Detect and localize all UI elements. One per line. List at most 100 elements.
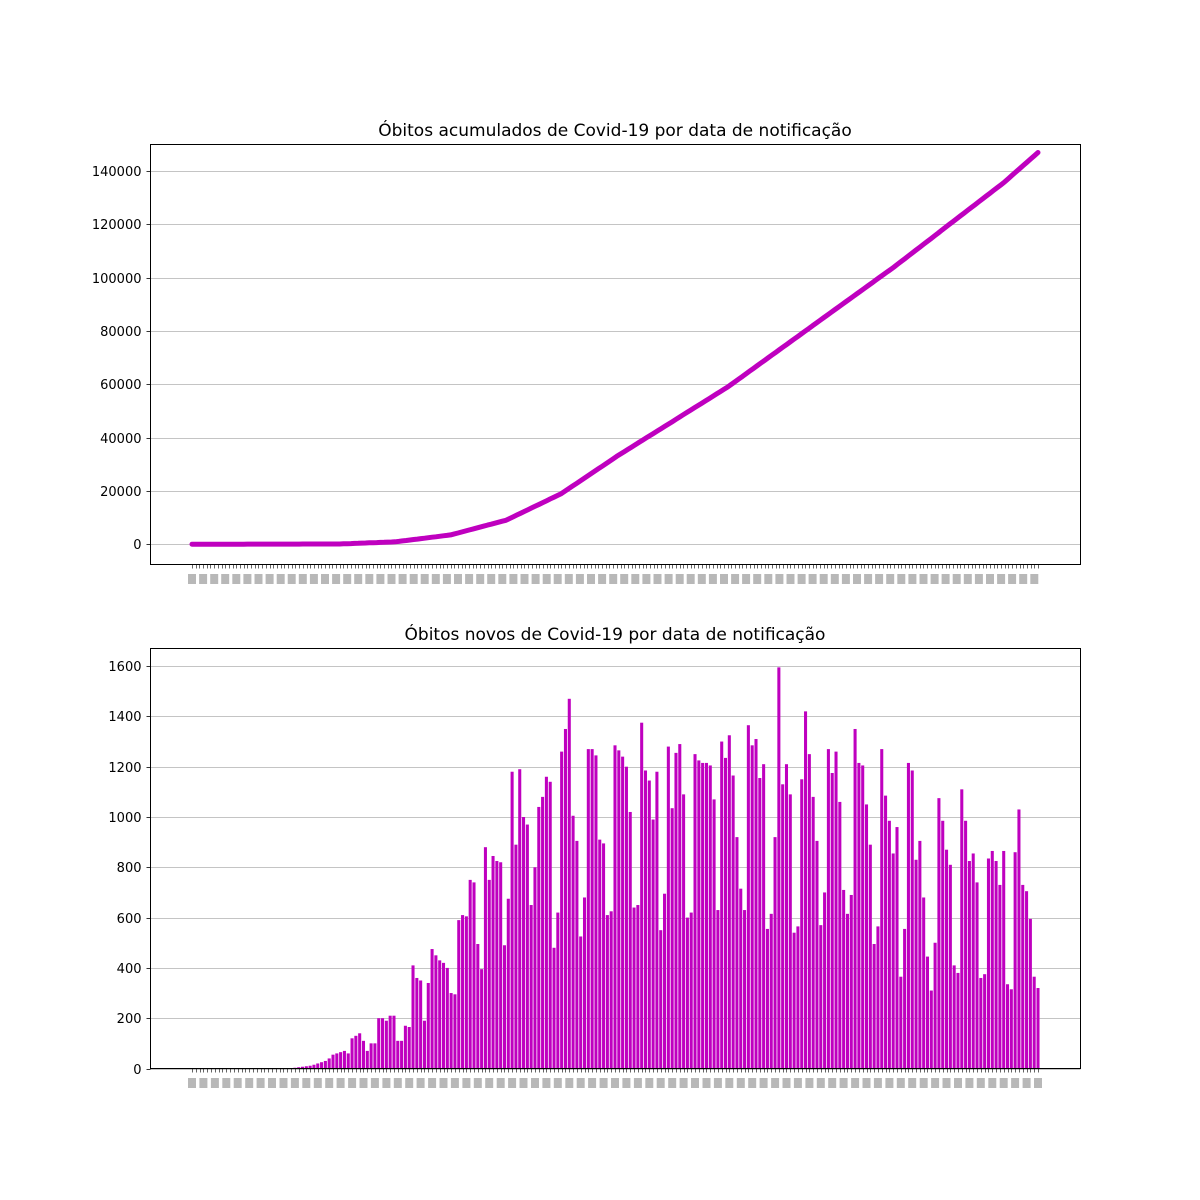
bar-211 (994, 861, 998, 1069)
x-tick-label-mark (976, 1078, 985, 1088)
bar-145 (743, 910, 747, 1069)
bar-194 (929, 990, 933, 1069)
x-tick-label-mark (885, 1078, 894, 1088)
x-tick-label-mark (565, 1078, 574, 1088)
x-tick-label-mark (243, 574, 252, 584)
x-tick-label-mark (702, 1078, 711, 1088)
x-tick-label-mark (210, 574, 219, 584)
x-tick-label-mark (686, 574, 695, 584)
bar-102 (579, 936, 583, 1069)
x-tick-label-mark (287, 574, 296, 584)
x-tick-label-mark (919, 574, 928, 584)
bar-96 (556, 912, 560, 1069)
bar-149 (758, 778, 762, 1069)
bar-142 (731, 775, 735, 1069)
bar-73 (468, 879, 472, 1069)
bar-45 (361, 1040, 366, 1069)
cumulative-chart-gridlines (150, 171, 1081, 545)
bar-118 (640, 722, 644, 1069)
bar-104 (586, 749, 590, 1069)
bar-112 (617, 750, 621, 1069)
x-tick-label-mark (974, 574, 983, 584)
bar-70 (457, 920, 461, 1069)
bar-120 (647, 780, 651, 1069)
bar-88 (525, 824, 529, 1069)
x-tick-label-mark (348, 1078, 357, 1088)
x-tick-label-mark (509, 574, 518, 584)
x-tick-label-mark (564, 574, 573, 584)
bar-117 (636, 905, 640, 1069)
x-tick-label-mark (542, 1078, 551, 1088)
x-tick-label-mark (611, 1078, 619, 1088)
x-tick-label-mark (886, 574, 895, 584)
bar-162 (807, 754, 811, 1069)
y-tick-label-200: 200 (117, 1012, 142, 1027)
bar-205 (971, 853, 975, 1069)
x-tick-label-mark (875, 574, 884, 584)
x-tick-label-mark (487, 574, 496, 584)
bar-78 (487, 879, 491, 1069)
cumulative-chart-y-axis: 0 20000 40000 60000 80000 100000 120000 140000 (92, 165, 151, 553)
bar-82 (502, 945, 507, 1069)
cumulative-chart-title: Óbitos acumulados de Covid-19 por data d… (378, 119, 852, 141)
x-tick-label-mark (620, 574, 629, 584)
x-tick-label-mark (485, 1078, 494, 1088)
bar-65 (438, 960, 442, 1069)
x-tick-label-mark (873, 1078, 882, 1088)
bar-138 (716, 910, 720, 1069)
bar-67 (445, 967, 449, 1069)
bar-183 (887, 820, 891, 1069)
bar-212 (998, 884, 1002, 1069)
x-tick-label-mark (439, 1078, 448, 1088)
y-tick-label-100000: 100000 (92, 272, 142, 287)
bar-43 (354, 1035, 358, 1069)
x-tick-label-mark (759, 1078, 768, 1088)
bar-114 (624, 766, 628, 1069)
bar-197 (941, 820, 945, 1069)
bar-53 (392, 1015, 396, 1069)
bar-158 (792, 932, 796, 1069)
bar-75 (476, 944, 480, 1069)
bar-136 (708, 765, 712, 1069)
bar-133 (697, 760, 701, 1069)
bar-107 (598, 839, 602, 1069)
bar-35 (323, 1060, 327, 1069)
bar-48 (373, 1043, 377, 1069)
x-tick-label-mark (954, 1078, 962, 1088)
bar-87 (522, 817, 526, 1069)
bar-163 (811, 796, 815, 1069)
x-tick-label-mark (664, 574, 673, 584)
bar-132 (693, 754, 697, 1069)
x-tick-label-mark (642, 574, 651, 584)
new-deaths-chart-title: Óbitos novos de Covid-19 por data de not… (405, 623, 826, 645)
bar-170 (838, 801, 842, 1069)
bar-147 (750, 745, 754, 1069)
bar-144 (739, 888, 743, 1069)
x-tick-label-mark (782, 1078, 791, 1088)
x-tick-label-mark (199, 574, 208, 584)
bar-172 (845, 913, 849, 1069)
bar-148 (754, 739, 758, 1069)
bar-47 (369, 1043, 373, 1069)
x-tick-label-mark (713, 1078, 722, 1088)
bar-137 (712, 799, 716, 1069)
y-tick-label-80000: 80000 (100, 325, 141, 340)
x-tick-label-mark (531, 1078, 539, 1088)
x-tick-label-mark (420, 574, 429, 584)
x-tick-label-mark (999, 1078, 1008, 1088)
bar-83 (506, 898, 510, 1069)
x-tick-label-mark (188, 574, 196, 584)
bar-123 (659, 930, 663, 1069)
x-tick-label-mark (531, 574, 540, 584)
y-tick-label-1600: 1600 (108, 660, 141, 675)
x-tick-label-mark (336, 1078, 345, 1088)
bar-86 (518, 769, 522, 1069)
bar-40 (342, 1050, 346, 1069)
x-tick-label-mark (908, 574, 917, 584)
cumulative-chart-x-axis (188, 564, 1039, 584)
y-tick-label-1200: 1200 (108, 761, 141, 776)
x-tick-label-mark (736, 1078, 745, 1088)
bar-68 (449, 993, 453, 1069)
bar-91 (537, 806, 541, 1069)
x-tick-label-mark (409, 574, 418, 584)
